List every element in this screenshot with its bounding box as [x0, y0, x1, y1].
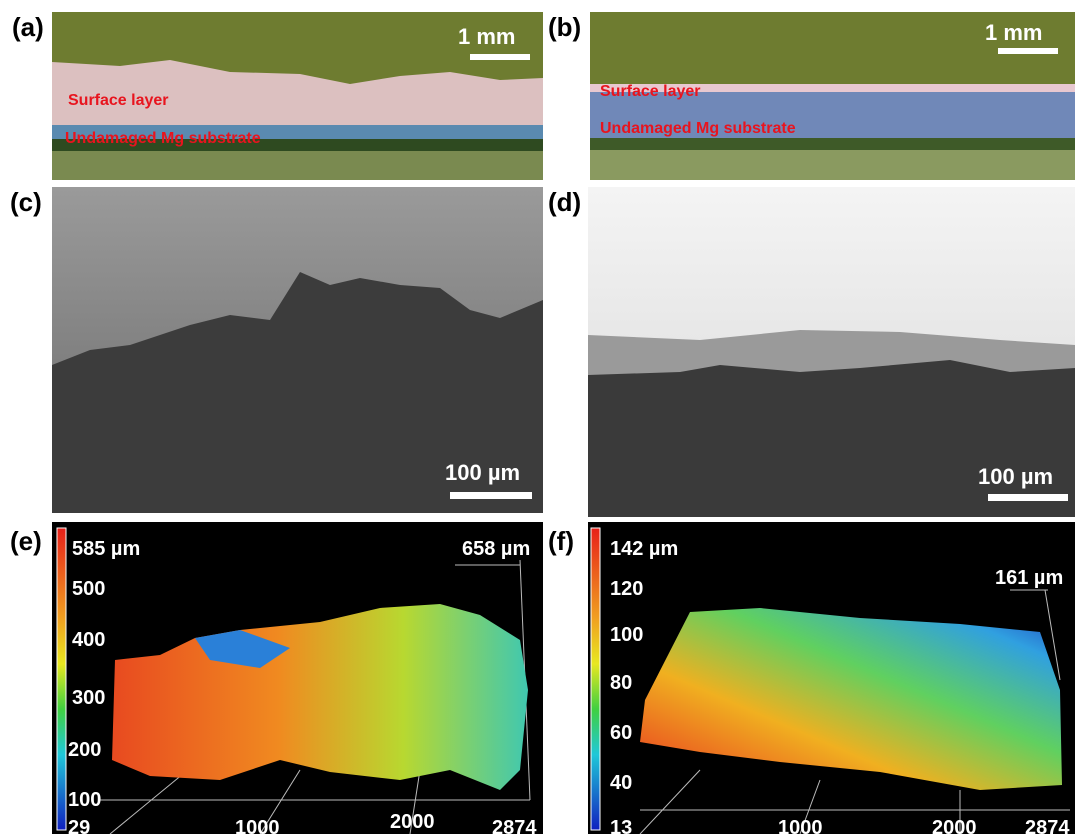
x-tick-label: 2000 [932, 817, 977, 834]
scale-bar [450, 492, 532, 499]
panel-d: (d) 100 µm [548, 187, 1075, 517]
cross-section [588, 360, 1075, 517]
scale-bar [988, 494, 1068, 501]
panel-label: (d) [548, 187, 581, 217]
panel-f: (f) 142 µm 120 100 80 60 40 13 161 µm 10… [548, 522, 1075, 834]
colorbar-label: 585 µm [72, 538, 140, 560]
scale-label: 100 µm [445, 460, 520, 485]
annotation: Undamaged Mg substrate [65, 130, 261, 147]
height-label: 161 µm [995, 567, 1063, 589]
x-tick-label: 2874 [1025, 817, 1070, 834]
x-tick-label: 1000 [235, 817, 280, 834]
x-tick-label: 1000 [778, 817, 823, 834]
annotation: Undamaged Mg substrate [600, 120, 796, 137]
colorbar-label: 500 [72, 578, 105, 600]
dark-band [590, 138, 1075, 150]
colorbar [591, 528, 600, 830]
colorbar-label: 60 [610, 722, 632, 744]
colorbar-label: 300 [72, 687, 105, 709]
scale-label: 100 µm [978, 464, 1053, 489]
colorbar-label: 13 [610, 817, 632, 834]
panel-a: (a) 1 mm Surface layer Undamaged Mg subs… [12, 12, 543, 180]
x-tick-label: 2000 [390, 811, 435, 833]
colorbar-label: 400 [72, 629, 105, 651]
annotation: Surface layer [600, 83, 701, 100]
panel-label: (e) [10, 526, 42, 556]
colorbar-label: 200 [68, 739, 101, 761]
scale-bar [470, 54, 530, 60]
panel-label: (c) [10, 187, 42, 217]
colorbar-label: 100 [68, 789, 101, 811]
bottom-band [52, 151, 543, 180]
panel-label: (f) [548, 526, 574, 556]
scale-label: 1 mm [985, 20, 1042, 45]
page: (a) 1 mm Surface layer Undamaged Mg subs… [0, 0, 1078, 834]
panel-label: (b) [548, 12, 581, 42]
colorbar-label: 80 [610, 672, 632, 694]
panel-b: (b) 1 mm Surface layer Undamaged Mg subs… [548, 12, 1075, 180]
scale-bar [998, 48, 1058, 54]
scale-label: 1 mm [458, 24, 515, 49]
panel-label: (a) [12, 12, 44, 42]
colorbar-label: 100 [610, 624, 643, 646]
colorbar [57, 528, 66, 830]
panel-e: (e) 585 µm 500 400 300 200 100 29 658 µm… [10, 522, 543, 834]
colorbar-label: 29 [68, 817, 90, 834]
panel-c: (c) 100 µm [10, 187, 543, 513]
figure: (a) 1 mm Surface layer Undamaged Mg subs… [0, 0, 1078, 834]
colorbar-label: 40 [610, 772, 632, 794]
colorbar-label: 120 [610, 578, 643, 600]
annotation: Surface layer [68, 92, 169, 109]
bottom-band [590, 150, 1075, 180]
height-label: 658 µm [462, 538, 530, 560]
colorbar-label: 142 µm [610, 538, 678, 560]
x-tick-label: 2874 [492, 817, 537, 834]
